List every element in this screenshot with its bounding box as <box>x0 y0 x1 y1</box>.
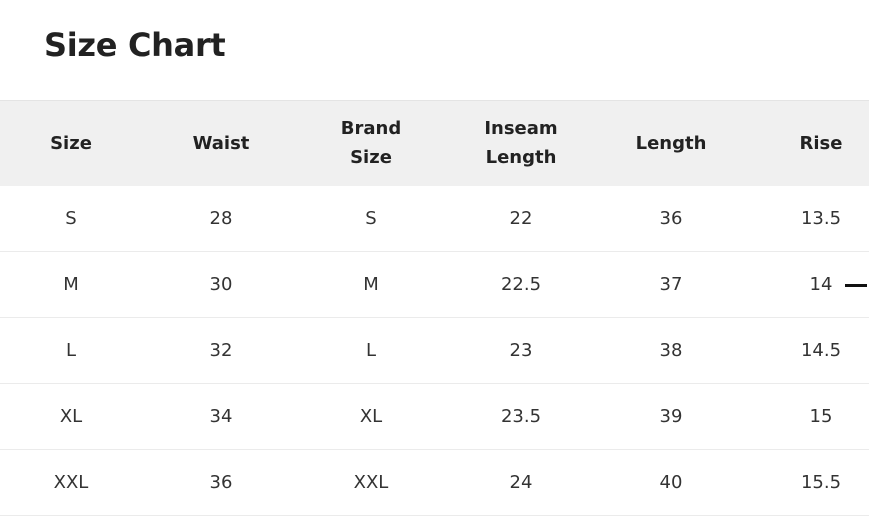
cell-brand-size: XXL <box>353 472 389 493</box>
cell-rise: 15 <box>809 406 833 427</box>
table-row: XL 34 XL 23.5 39 15 <box>0 384 869 450</box>
column-header-label: Size <box>350 147 392 169</box>
cell-inseam-length: 23 <box>509 340 533 361</box>
cell-size: XL <box>59 406 83 427</box>
column-header-size: Size <box>0 101 146 186</box>
cell-size: S <box>65 207 77 229</box>
cell-length: 39 <box>659 406 683 427</box>
cell-brand-size: XL <box>359 406 383 427</box>
table-row: XXL 36 XXL 24 40 15.5 <box>0 450 869 516</box>
cell-rise: 13.5 <box>800 207 842 229</box>
cell-waist: 28 <box>209 207 233 229</box>
column-header-brand-size: Brand Size <box>296 101 446 186</box>
cell-length: 38 <box>659 340 683 361</box>
cell-length: 36 <box>659 207 683 229</box>
cell-waist: 32 <box>209 340 233 361</box>
cell-brand-size: L <box>365 340 377 361</box>
column-header-label: Inseam <box>484 118 558 140</box>
cell-inseam-length: 22 <box>509 207 533 229</box>
column-header-label: Rise <box>799 132 843 154</box>
column-header-label: Brand <box>340 118 402 140</box>
column-header-label: Size <box>50 132 92 154</box>
cell-size: XXL <box>53 472 89 493</box>
size-chart-table-container: Size Waist Brand Size Inseam Length Length Rise… <box>0 100 869 516</box>
cell-rise: 14.5 <box>800 340 842 361</box>
column-header-length: Length <box>596 101 746 186</box>
column-header-waist: Waist <box>146 101 296 186</box>
cell-brand-size: M <box>363 274 379 295</box>
page-title: Size Chart <box>44 26 226 64</box>
column-header-label: Length <box>485 147 557 169</box>
table-row: M 30 M 22.5 37 14 <box>0 252 869 318</box>
cell-size: M <box>63 274 79 295</box>
size-chart-table: Size Waist Brand Size Inseam Length Length Rise… <box>0 100 869 516</box>
cell-waist: 34 <box>209 406 233 427</box>
cell-inseam-length: 23.5 <box>500 406 542 427</box>
column-header-rise: Rise <box>746 101 869 186</box>
table-header-row: Size Waist Brand Size Inseam Length Length Rise <box>0 100 869 186</box>
dash-marker <box>845 284 867 287</box>
cell-rise: 15.5 <box>800 472 842 493</box>
cell-length: 40 <box>659 472 683 493</box>
cell-length: 37 <box>659 274 683 295</box>
column-header-label: Waist <box>192 132 250 154</box>
cell-brand-size: S <box>365 207 377 229</box>
table-row: L 32 L 23 38 14.5 <box>0 318 869 384</box>
cell-size: L <box>65 340 77 361</box>
cell-inseam-length: 24 <box>509 472 533 493</box>
column-header-label: Length <box>635 132 707 154</box>
cell-inseam-length: 22.5 <box>500 274 542 295</box>
cell-rise: 14 <box>809 274 833 295</box>
cell-waist: 36 <box>209 472 233 493</box>
table-row: S 28 S 22 36 13.5 <box>0 186 869 252</box>
column-header-inseam-length: Inseam Length <box>446 101 596 186</box>
cell-waist: 30 <box>209 274 233 295</box>
